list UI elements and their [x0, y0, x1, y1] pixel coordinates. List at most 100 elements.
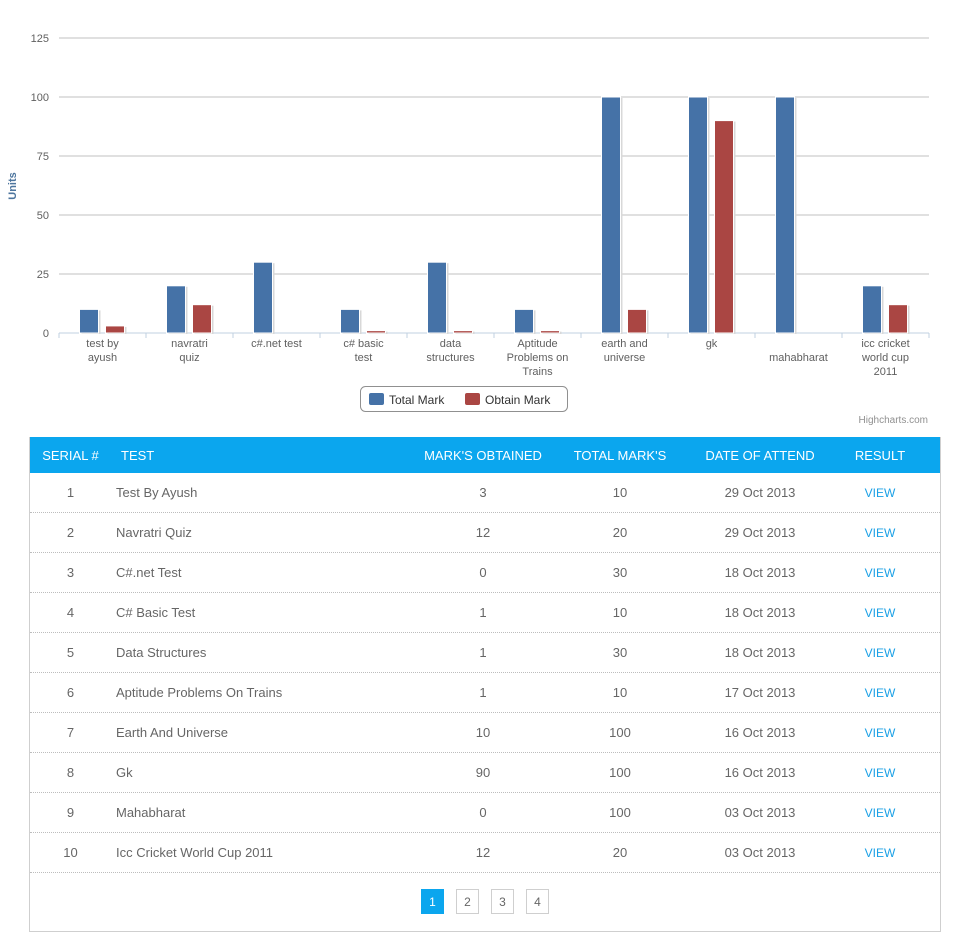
view-result-link[interactable]: VIEW: [864, 766, 896, 780]
row-test: Data Structures: [116, 645, 207, 660]
y-tick-label: 50: [37, 210, 49, 222]
bar: [514, 308, 534, 334]
legend-box: [360, 386, 568, 412]
row-test: Mahabharat: [116, 805, 186, 820]
marks-chart: 0 25 50 75 100 125 Units test by ayush navratri qu…: [0, 0, 956, 432]
row-total: 100: [609, 805, 631, 820]
header-date: DATE OF ATTEND: [705, 447, 815, 463]
header-result: RESULT: [854, 447, 906, 463]
table-row: 4 C# Basic Test 1 10 18 Oct 2013 VIEW: [30, 593, 940, 633]
row-date: 18 Oct 2013: [724, 645, 796, 660]
table-row: 1 Test By Ayush 3 10 29 Oct 2013 VIEW: [30, 473, 940, 513]
x-tick-label: mahabharat: [769, 352, 828, 364]
bar: [79, 308, 99, 334]
row-date: 03 Oct 2013: [724, 845, 796, 860]
bar: [340, 308, 360, 334]
row-total: 20: [612, 525, 628, 540]
page-1-button[interactable]: 1: [421, 889, 444, 914]
row-serial: 7: [66, 725, 75, 740]
header-test: TEST: [121, 447, 155, 463]
view-result-link[interactable]: VIEW: [864, 846, 896, 860]
table-row: 7 Earth And Universe 10 100 16 Oct 2013 …: [30, 713, 940, 753]
row-date: 18 Oct 2013: [724, 605, 796, 620]
bar: [166, 285, 186, 334]
view-result-link[interactable]: VIEW: [864, 606, 896, 620]
x-tick-label: test by: [86, 338, 119, 350]
row-obtained: 1: [479, 605, 487, 620]
results-table: SERIAL # TEST MARK'S OBTAINED TOTAL MARK…: [29, 437, 941, 932]
table-row: 8 Gk 90 100 16 Oct 2013 VIEW: [30, 753, 940, 793]
row-date: 18 Oct 2013: [724, 565, 796, 580]
row-date: 16 Oct 2013: [724, 765, 796, 780]
view-result-link[interactable]: VIEW: [864, 646, 896, 660]
bar: [627, 308, 647, 334]
row-total: 30: [612, 645, 628, 660]
x-tick-label: c#.net test: [251, 338, 302, 350]
bar: [688, 96, 708, 334]
chart-svg: 0 25 50 75 100 125 Units test by ayush navratri qu…: [7, 33, 930, 426]
x-tick-label: Problems on: [507, 352, 569, 364]
view-result-link[interactable]: VIEW: [864, 526, 896, 540]
page-3-button[interactable]: 3: [491, 889, 514, 914]
table-row: 9 Mahabharat 0 100 03 Oct 2013 VIEW: [30, 793, 940, 833]
row-total: 100: [609, 725, 631, 740]
bar: [775, 96, 795, 334]
view-result-link[interactable]: VIEW: [864, 726, 896, 740]
row-serial: 10: [63, 845, 78, 860]
x-tick-label: quiz: [179, 352, 199, 364]
row-test: Navratri Quiz: [116, 525, 192, 540]
header-serial: SERIAL #: [42, 447, 99, 463]
table-header: SERIAL # TEST MARK'S OBTAINED TOTAL MARK…: [30, 437, 940, 473]
row-test: C# Basic Test: [116, 605, 196, 620]
row-date: 29 Oct 2013: [724, 525, 796, 540]
row-serial: 3: [66, 565, 75, 580]
row-obtained: 12: [475, 845, 491, 860]
x-tick-label: c# basic: [343, 338, 384, 350]
row-total: 30: [612, 565, 628, 580]
bar: [601, 96, 621, 334]
bar: [714, 120, 734, 334]
x-tick-label: Trains: [522, 366, 553, 378]
table-row: 5 Data Structures 1 30 18 Oct 2013 VIEW: [30, 633, 940, 673]
legend-label: Total Mark: [389, 393, 445, 407]
x-tick-label: Aptitude: [517, 338, 557, 350]
row-total: 100: [609, 765, 631, 780]
row-serial: 4: [66, 605, 75, 620]
row-date: 17 Oct 2013: [724, 685, 796, 700]
y-tick-label: 100: [31, 92, 49, 104]
bar: [540, 330, 560, 334]
view-result-link[interactable]: VIEW: [864, 686, 896, 700]
view-result-link[interactable]: VIEW: [864, 566, 896, 580]
view-result-link[interactable]: VIEW: [864, 486, 896, 500]
row-date: 29 Oct 2013: [724, 485, 796, 500]
legend-swatch: [465, 393, 480, 405]
x-tick-label: icc cricket: [861, 338, 909, 350]
bar: [453, 330, 473, 334]
row-obtained: 3: [479, 485, 487, 500]
row-serial: 5: [66, 645, 75, 660]
y-tick-label: 25: [37, 269, 49, 281]
view-result-link[interactable]: VIEW: [864, 806, 896, 820]
row-obtained: 1: [479, 645, 487, 660]
row-date: 03 Oct 2013: [724, 805, 796, 820]
y-tick-label: 75: [37, 151, 49, 163]
pagination: 1 2 3 4: [30, 889, 940, 914]
row-test: Aptitude Problems On Trains: [116, 685, 283, 700]
row-total: 10: [612, 485, 628, 500]
y-axis-label: Units: [7, 172, 19, 200]
bar: [192, 304, 212, 334]
legend-swatch: [369, 393, 384, 405]
row-obtained: 0: [479, 805, 487, 820]
header-total: TOTAL MARK'S: [573, 447, 667, 463]
legend-label: Obtain Mark: [485, 393, 551, 407]
x-tick-label: universe: [604, 352, 646, 364]
row-obtained: 0: [479, 565, 487, 580]
page-4-button[interactable]: 4: [526, 889, 549, 914]
page-2-button[interactable]: 2: [456, 889, 479, 914]
y-tick-label: 125: [31, 33, 49, 45]
x-tick-label: structures: [426, 352, 475, 364]
x-tick-label: data: [440, 338, 462, 350]
row-total: 10: [612, 685, 628, 700]
x-tick-label: gk: [706, 338, 718, 350]
row-test: Icc Cricket World Cup 2011: [116, 845, 274, 860]
